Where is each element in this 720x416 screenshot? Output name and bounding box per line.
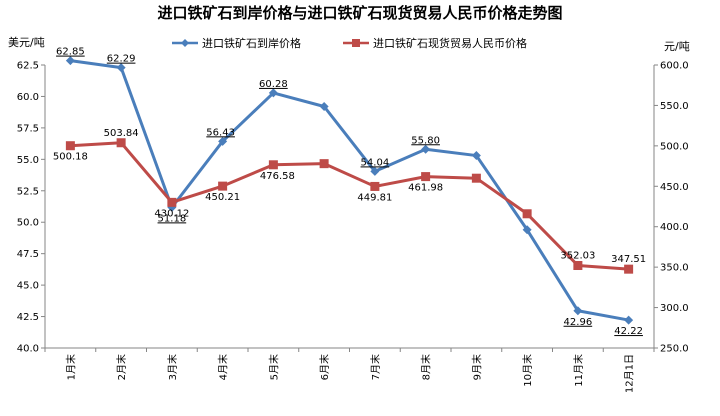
data-point-square-4 xyxy=(218,181,228,191)
data-point-square-8 xyxy=(421,172,431,182)
data-label-series-2: 449.81 xyxy=(357,192,392,203)
left-tick-label: 62.5 xyxy=(17,61,39,72)
data-label-series-2: 461.98 xyxy=(408,183,443,194)
data-point-square-1 xyxy=(65,141,75,151)
series-line-2 xyxy=(70,141,629,271)
data-point-square-9 xyxy=(471,173,481,183)
data-label-series-1: 60.28 xyxy=(259,79,288,90)
data-point-diamond-1 xyxy=(65,56,75,66)
left-tick-label: 55.0 xyxy=(17,155,39,166)
data-point-square-3 xyxy=(167,197,177,207)
left-tick-label: 45.0 xyxy=(17,281,39,292)
data-label-series-2: 347.51 xyxy=(611,254,646,265)
data-point-diamond-6 xyxy=(319,102,329,112)
data-point-square-11 xyxy=(573,261,583,271)
legend-marker-square-icon xyxy=(352,39,360,47)
chart-title: 进口铁矿石到岸价格与进口铁矿石现货贸易人民币价格走势图 xyxy=(157,4,562,22)
right-tick-label: 300.0 xyxy=(660,303,689,314)
legend-label-series-2: 进口铁矿石现货贸易人民币价格 xyxy=(373,36,527,50)
data-point-diamond-9 xyxy=(471,151,481,161)
data-point-diamond-8 xyxy=(421,144,431,154)
data-point-diamond-11 xyxy=(573,306,583,316)
x-tick-label: 4月末 xyxy=(217,354,230,380)
legend-item-series-2[interactable]: 进口铁矿石现货贸易人民币价格 xyxy=(343,36,527,50)
data-label-series-2: 476.58 xyxy=(260,171,295,182)
data-point-diamond-10 xyxy=(522,225,532,235)
data-point-square-5 xyxy=(268,160,278,170)
x-tick-label: 1月末 xyxy=(64,354,77,380)
left-tick-label: 40.0 xyxy=(17,344,39,355)
left-axis-unit: 美元/吨 xyxy=(8,36,45,49)
plot-area: 40.0 42.5 45.0 47.5 50.0 52.5 55.0 57.5 60.0 62.5… xyxy=(17,47,689,393)
data-point-square-7 xyxy=(370,181,380,191)
data-point-square-6 xyxy=(319,159,329,169)
data-point-diamond-2 xyxy=(116,63,126,73)
data-label-series-2: 503.84 xyxy=(104,128,139,139)
data-label-series-1: 54.04 xyxy=(361,157,390,168)
right-tick-label: 250.0 xyxy=(660,344,689,355)
data-point-square-12 xyxy=(624,264,634,274)
data-point-diamond-5 xyxy=(268,88,278,98)
x-tick-label: 5月末 xyxy=(267,354,280,380)
x-tick-label: 2月末 xyxy=(115,354,128,380)
right-tick-label: 450.0 xyxy=(660,182,689,193)
right-tick-label: 350.0 xyxy=(660,263,689,274)
data-point-square-2 xyxy=(116,138,126,148)
left-tick-label: 60.0 xyxy=(17,92,39,103)
x-tick-label: 11月末 xyxy=(572,354,585,387)
data-point-diamond-12 xyxy=(624,315,634,325)
left-tick-label: 42.5 xyxy=(17,312,39,323)
left-tick-label: 50.0 xyxy=(17,218,39,229)
data-point-diamond-4 xyxy=(218,136,228,146)
data-label-series-2: 500.18 xyxy=(53,152,88,163)
right-tick-label: 550.0 xyxy=(660,101,689,112)
data-label-series-1: 55.80 xyxy=(411,135,440,146)
legend-item-series-1[interactable]: 进口铁矿石到岸价格 xyxy=(172,36,301,50)
left-tick-label: 47.5 xyxy=(17,249,39,260)
left-tick-label: 57.5 xyxy=(17,123,39,134)
right-tick-label: 500.0 xyxy=(660,141,689,152)
data-label-series-1: 42.96 xyxy=(564,317,593,328)
data-label-series-1: 62.85 xyxy=(56,47,85,58)
legend-marker-diamond-icon xyxy=(181,39,189,47)
data-label-series-2: 430.12 xyxy=(154,208,189,219)
right-tick-label: 600.0 xyxy=(660,61,689,72)
data-label-series-1: 51.18 xyxy=(158,213,187,224)
right-tick-label: 400.0 xyxy=(660,222,689,233)
data-label-series-1: 56.43 xyxy=(206,127,235,138)
x-tick-label: 10月末 xyxy=(521,354,534,387)
data-label-series-1: 42.22 xyxy=(614,326,643,337)
x-tick-label: 6月末 xyxy=(318,354,331,380)
x-tick-label: 12月1日 xyxy=(624,354,636,393)
x-tick-label: 8月末 xyxy=(420,354,433,380)
data-label-series-1: 62.29 xyxy=(107,54,136,65)
series-line-1 xyxy=(70,59,629,322)
legend-label-series-1: 进口铁矿石到岸价格 xyxy=(202,36,301,50)
data-label-series-2: 450.21 xyxy=(205,192,240,203)
data-point-diamond-7 xyxy=(370,166,380,176)
right-axis-unit: 元/吨 xyxy=(664,40,690,53)
legend: 进口铁矿石到岸价格 进口铁矿石现货贸易人民币价格 xyxy=(172,36,527,50)
x-tick-label: 3月末 xyxy=(166,354,179,380)
data-label-series-2: 352.03 xyxy=(560,251,595,262)
x-tick-label: 9月末 xyxy=(470,354,483,380)
left-tick-label: 52.5 xyxy=(17,186,39,197)
x-tick-label: 7月末 xyxy=(369,354,382,380)
data-point-square-10 xyxy=(522,209,532,219)
